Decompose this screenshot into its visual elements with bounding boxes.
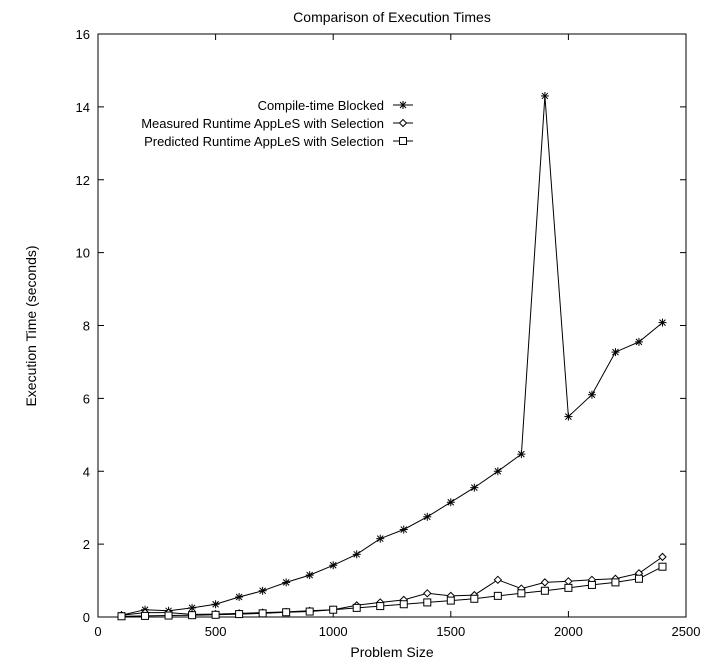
data-point-asterisk-marker xyxy=(564,412,573,421)
data-point-square-marker xyxy=(658,562,667,571)
data-point-square-marker xyxy=(211,610,220,619)
y-tick-label: 2 xyxy=(83,537,90,552)
legend: Compile-time Blocked Measured Runtime App… xyxy=(141,98,413,149)
data-point-asterisk-marker xyxy=(634,337,643,346)
data-point-square-marker xyxy=(164,611,173,620)
legend-item: Compile-time Blocked xyxy=(258,98,413,113)
legend-label: Compile-time Blocked xyxy=(258,98,384,113)
data-point-square-marker xyxy=(117,612,126,621)
data-point-square-marker xyxy=(141,611,150,620)
data-point-square-marker xyxy=(564,583,573,592)
data-point-asterisk-marker xyxy=(329,561,338,570)
legend-label: Predicted Runtime AppLeS with Selection xyxy=(144,134,384,149)
series-line xyxy=(121,95,663,616)
data-point-diamond-marker xyxy=(540,578,550,587)
data-point-square-marker xyxy=(540,586,549,595)
y-tick-label: 14 xyxy=(76,100,90,115)
series-asterisk xyxy=(117,91,667,620)
chart-title: Comparison of Execution Times xyxy=(293,9,491,25)
y-tick-label: 8 xyxy=(83,319,90,334)
data-point-asterisk-marker xyxy=(611,348,620,357)
data-point-asterisk-marker xyxy=(352,550,361,559)
data-point-square-marker xyxy=(258,609,267,618)
data-point-asterisk-marker xyxy=(399,525,408,534)
data-point-square-marker xyxy=(611,578,620,587)
data-point-square-marker xyxy=(376,602,385,611)
y-tick-label: 0 xyxy=(83,610,90,625)
y-tick-label: 6 xyxy=(83,391,90,406)
x-tick-label: 500 xyxy=(205,624,227,639)
y-tick-label: 10 xyxy=(76,246,90,261)
series-square xyxy=(117,562,667,621)
data-point-asterisk-marker xyxy=(235,592,244,601)
data-point-asterisk-marker xyxy=(658,318,667,327)
data-point-square-marker xyxy=(493,591,502,600)
data-point-diamond-marker xyxy=(493,575,503,585)
data-point-square-marker xyxy=(587,580,596,589)
x-axis-label: Problem Size xyxy=(350,644,433,660)
x-tick-label: 2500 xyxy=(672,624,701,639)
data-point-asterisk-marker xyxy=(446,498,455,507)
data-point-diamond-marker xyxy=(658,552,667,562)
x-tick-label: 1500 xyxy=(436,624,465,639)
data-point-diamond-marker xyxy=(564,577,573,586)
data-point-square-marker xyxy=(517,589,526,598)
data-point-asterisk-marker xyxy=(587,390,596,399)
data-point-asterisk-marker xyxy=(258,586,267,595)
legend-diamond-marker xyxy=(398,118,408,128)
data-point-square-marker xyxy=(399,600,408,609)
data-point-square-marker xyxy=(329,605,338,614)
data-point-asterisk-marker xyxy=(211,600,220,609)
series-layer xyxy=(117,91,667,621)
data-point-square-marker xyxy=(282,608,291,617)
axis-ticks: 0 500 1000 1500 2000 2500 0 2 4 6 8 10 12 14 16 xyxy=(76,27,701,639)
data-point-square-marker xyxy=(352,603,361,612)
data-point-asterisk-marker xyxy=(305,571,314,580)
data-point-asterisk-marker xyxy=(376,534,385,543)
data-point-square-marker xyxy=(305,607,314,616)
y-axis-label: Execution Time (seconds) xyxy=(23,245,39,406)
data-point-square-marker xyxy=(188,611,197,620)
x-tick-label: 2000 xyxy=(554,624,583,639)
data-point-asterisk-marker xyxy=(540,91,549,100)
data-point-diamond-marker xyxy=(423,589,432,598)
data-point-square-marker xyxy=(235,610,244,619)
data-point-square-marker xyxy=(634,574,643,583)
data-point-square-marker xyxy=(423,598,432,607)
legend-asterisk-marker xyxy=(399,101,407,109)
y-tick-label: 16 xyxy=(76,27,90,42)
x-tick-label: 0 xyxy=(94,624,101,639)
legend-square-marker xyxy=(399,137,407,145)
data-point-asterisk-marker xyxy=(282,578,291,587)
data-point-square-marker xyxy=(446,596,455,605)
data-point-asterisk-marker xyxy=(188,603,197,612)
legend-item: Predicted Runtime AppLeS with Selection xyxy=(144,134,413,149)
data-point-asterisk-marker xyxy=(493,467,502,476)
series-line xyxy=(121,566,663,617)
data-point-square-marker xyxy=(470,594,479,603)
data-point-asterisk-marker xyxy=(423,512,432,521)
x-tick-label: 1000 xyxy=(319,624,348,639)
data-point-asterisk-marker xyxy=(470,483,479,492)
data-point-asterisk-marker xyxy=(517,450,526,459)
y-tick-label: 12 xyxy=(76,173,90,188)
y-tick-label: 4 xyxy=(83,464,90,479)
legend-item: Measured Runtime AppLeS with Selection xyxy=(141,116,413,131)
legend-label: Measured Runtime AppLeS with Selection xyxy=(141,116,384,131)
